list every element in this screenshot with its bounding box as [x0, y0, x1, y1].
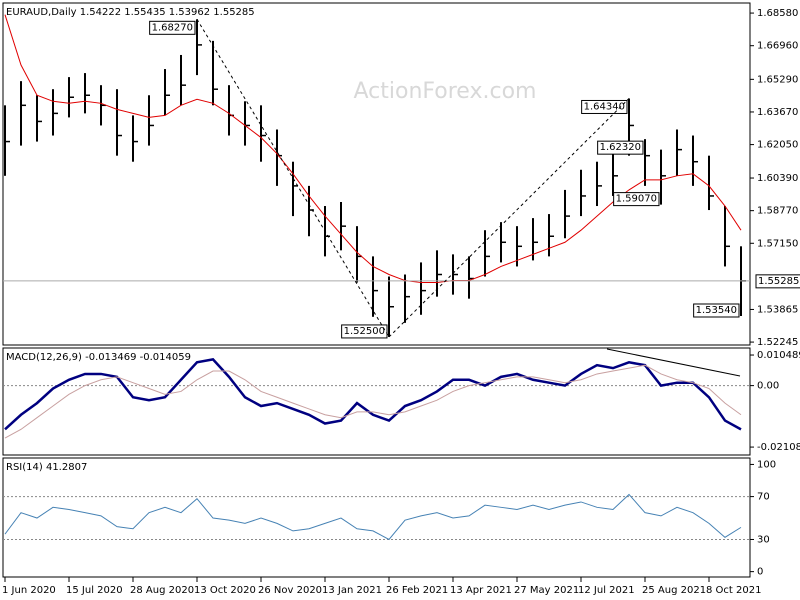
- x-tick-label: 12 Jul 2021: [578, 585, 635, 596]
- label-box: [613, 192, 660, 207]
- label-box: [581, 99, 628, 114]
- x-tick-label: 1 Jun 2020: [2, 585, 56, 596]
- last-price-label: 1.55285: [758, 276, 799, 287]
- y-tick-label: 0.00: [757, 381, 779, 392]
- trend-line: [196, 19, 390, 338]
- label-box: [341, 324, 388, 339]
- y-tick-label: 0: [757, 567, 763, 578]
- x-tick-label: 25 Aug 2021: [642, 585, 706, 596]
- x-tick-label: 26 Feb 2021: [386, 585, 448, 596]
- price-annotation: 1.64340: [584, 101, 625, 112]
- panel-title: EURAUD,Daily 1.54222 1.55435 1.53962 1.5…: [6, 7, 255, 18]
- x-tick-label: 13 Jan 2021: [322, 585, 382, 596]
- y-tick-label: 1.58770: [757, 206, 798, 217]
- y-tick-label: 100: [757, 459, 776, 470]
- macd-panel: [2, 347, 751, 456]
- x-tick-label: 13 Apr 2021: [450, 585, 512, 596]
- x-tick-label: 8 Oct 2021: [706, 585, 761, 596]
- panel-title: RSI(14) 41.2807: [6, 462, 87, 473]
- y-tick-label: 1.57150: [757, 238, 798, 249]
- x-tick-label: 26 Nov 2020: [258, 585, 322, 596]
- y-tick-label: 1.62050: [757, 140, 798, 151]
- y-tick-label: 1.60390: [757, 173, 798, 184]
- y-tick-label: 1.65290: [757, 74, 798, 85]
- signal-line: [4, 364, 742, 439]
- y-tick-label: 70: [757, 492, 770, 503]
- x-tick-label: 28 Aug 2020: [130, 585, 194, 596]
- y-tick-label: 1.53865: [757, 304, 798, 315]
- price-annotation: 1.68270: [152, 22, 193, 33]
- label-box: [597, 140, 644, 155]
- rsi-line: [4, 493, 742, 541]
- price-annotation: 1.52500: [344, 326, 385, 337]
- trend-line: [388, 98, 630, 338]
- rsi-panel: [2, 457, 751, 578]
- x-tick-label: 15 Jul 2020: [66, 585, 123, 596]
- x-tick-label: 13 Oct 2020: [194, 585, 256, 596]
- y-tick-label: -0.021083: [757, 442, 800, 453]
- y-tick-label: 1.52245: [757, 337, 798, 348]
- panel-title: MACD(12,26,9) -0.013469 -0.014059: [6, 352, 191, 363]
- label-box: [755, 274, 800, 289]
- watermark: ActionForex.com: [354, 79, 537, 104]
- x-tick-label: 27 May 2021: [514, 585, 579, 596]
- label-box: [149, 20, 196, 35]
- y-tick-label: 1.68580: [757, 8, 798, 19]
- price-panel: [2, 2, 751, 346]
- y-tick-label: 0.010489: [757, 350, 800, 361]
- price-annotation: 1.53540: [696, 305, 737, 316]
- price-annotation: 1.62320: [600, 142, 641, 153]
- y-tick-label: 1.66960: [757, 41, 798, 52]
- label-box: [693, 303, 740, 318]
- y-tick-label: 1.63670: [757, 107, 798, 118]
- divergence-line: [606, 348, 741, 377]
- y-tick-label: 30: [757, 534, 770, 545]
- macd-line: [4, 358, 742, 431]
- price-annotation: 1.59070: [616, 194, 657, 205]
